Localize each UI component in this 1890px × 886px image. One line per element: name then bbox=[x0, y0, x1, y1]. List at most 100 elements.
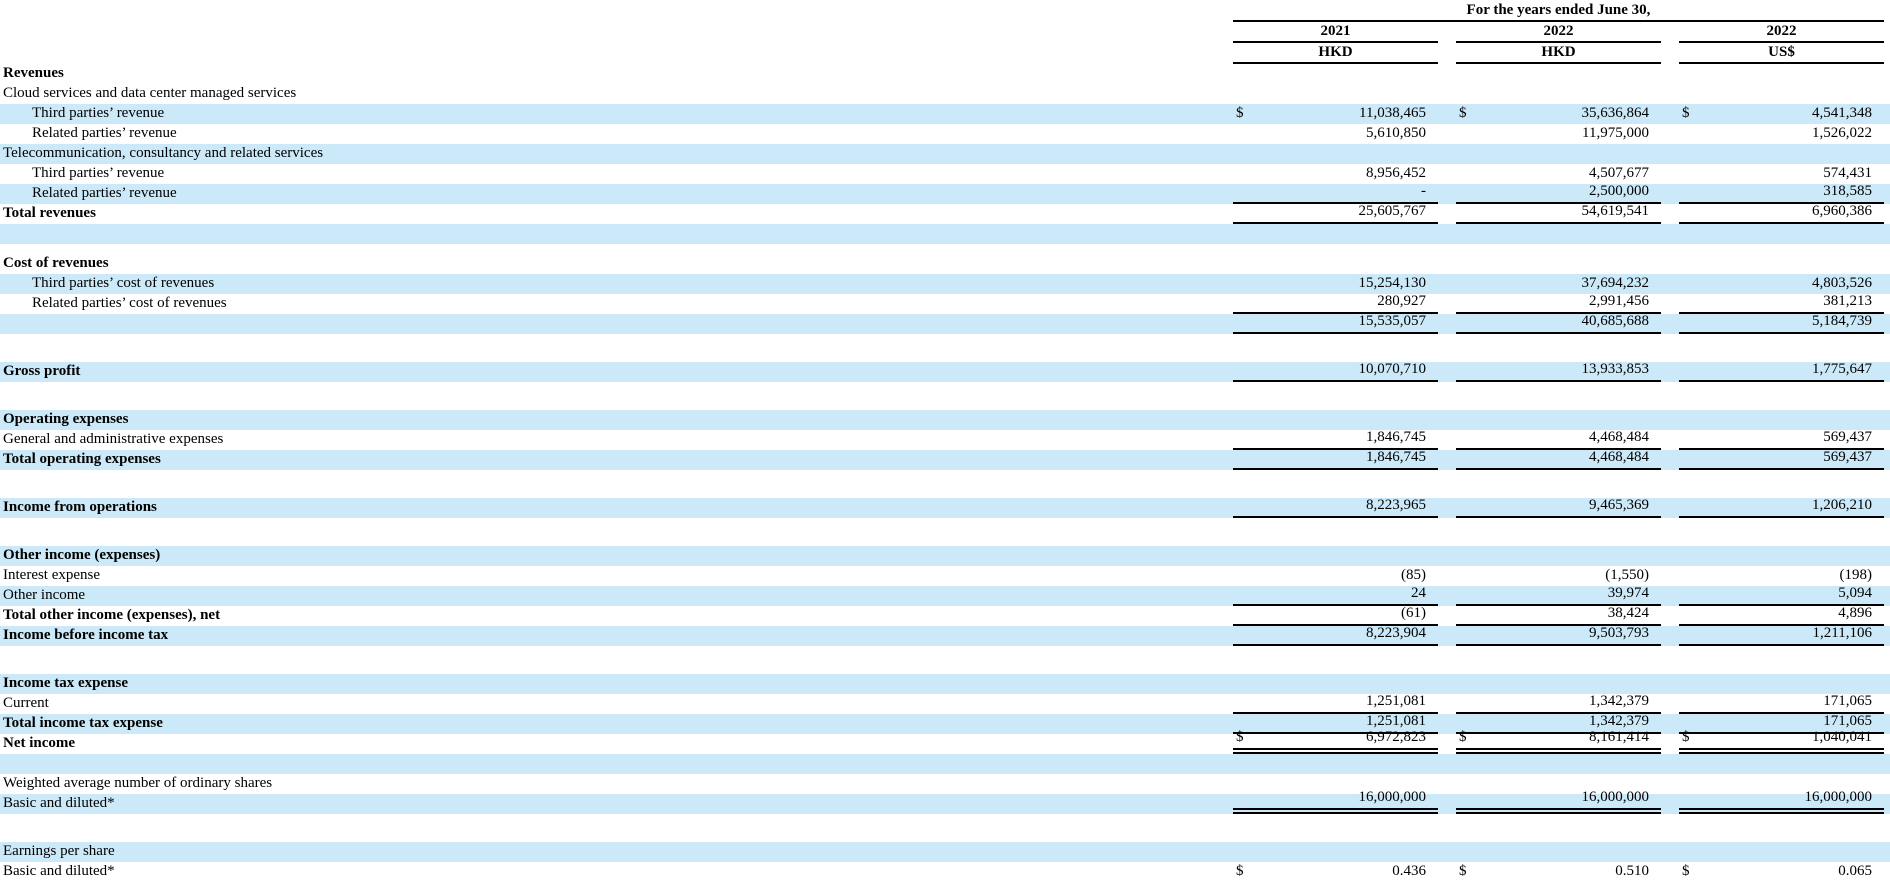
cell-value: (1,550) bbox=[1605, 567, 1649, 583]
dollar-sign bbox=[1456, 514, 1475, 516]
value-cell bbox=[1456, 224, 1661, 244]
dollar-sign bbox=[1679, 466, 1698, 468]
dollar-sign bbox=[1456, 642, 1475, 644]
row-label bbox=[0, 772, 1215, 774]
cell-value: 40,685,688 bbox=[1581, 313, 1650, 329]
value-cell bbox=[1679, 754, 1884, 774]
table-row: Basic and diluted* $0.436 $0.510 $0.065 bbox=[0, 862, 1890, 882]
dollar-sign: $ bbox=[1236, 863, 1244, 879]
dollar-sign bbox=[1679, 514, 1698, 516]
cell-value: (198) bbox=[1839, 567, 1873, 583]
value-cell: 5,184,739 bbox=[1679, 313, 1884, 334]
cell-value: 2,500,000 bbox=[1589, 183, 1649, 199]
dollar-sign bbox=[1679, 330, 1698, 332]
table-row: Cost of revenues bbox=[0, 254, 1890, 274]
row-label: Cost of revenues bbox=[3, 255, 109, 271]
cell-value: 54,619,541 bbox=[1581, 203, 1650, 219]
value-cell bbox=[1233, 410, 1438, 430]
value-cell: 8,956,452 bbox=[1233, 164, 1438, 184]
header-label-spacer bbox=[0, 62, 1215, 64]
value-cell bbox=[1456, 470, 1661, 498]
row-label: Related parties’ revenue bbox=[32, 185, 177, 201]
row-label: Income before income tax bbox=[3, 627, 169, 643]
table-row: Other income 24 39,974 5,094 bbox=[0, 585, 1890, 606]
header-currency-row: HKD HKD US$ bbox=[0, 43, 1890, 64]
row-label: Current bbox=[3, 695, 49, 711]
spacer-row bbox=[0, 814, 1890, 842]
header-span-row: For the years ended June 30, bbox=[0, 2, 1890, 22]
value-cell: 280,927 bbox=[1233, 293, 1438, 314]
value-cell: 24 bbox=[1233, 585, 1438, 606]
spacer-row bbox=[0, 754, 1890, 774]
dollar-sign bbox=[1456, 602, 1475, 604]
value-cell bbox=[1456, 646, 1661, 674]
table-row: Total other income (expenses), net (61) 38… bbox=[0, 605, 1890, 626]
value-cell: 15,535,057 bbox=[1233, 313, 1438, 334]
value-cell: (85) bbox=[1233, 566, 1438, 586]
cell-value: 5,094 bbox=[1838, 585, 1872, 601]
value-cell: - bbox=[1233, 183, 1438, 204]
value-cell: 1,526,022 bbox=[1679, 124, 1884, 144]
cell-value: 37,694,232 bbox=[1581, 275, 1650, 291]
dollar-sign bbox=[1679, 642, 1698, 644]
value-cell bbox=[1679, 410, 1884, 430]
header-label-spacer bbox=[0, 41, 1215, 43]
value-cell: $0.510 bbox=[1456, 862, 1661, 882]
cell-value: 25,605,767 bbox=[1358, 203, 1427, 219]
row-label: Total income tax expense bbox=[3, 715, 163, 731]
value-cell bbox=[1679, 84, 1884, 104]
cell-value: 15,535,057 bbox=[1358, 313, 1427, 329]
cell-value: 574,431 bbox=[1823, 165, 1872, 181]
cell-value: 171,065 bbox=[1823, 693, 1872, 709]
table-row: Third parties’ cost of revenues 15,254,13… bbox=[0, 274, 1890, 294]
value-cell bbox=[1233, 84, 1438, 104]
value-cell bbox=[1233, 546, 1438, 566]
dollar-sign bbox=[1679, 806, 1698, 808]
dollar-sign bbox=[1679, 378, 1698, 380]
table-row: Net income $6,972,823 $8,161,414 $1,040,041 bbox=[0, 729, 1890, 754]
value-cell: 39,974 bbox=[1456, 585, 1661, 606]
value-cell: 16,000,000 bbox=[1679, 789, 1884, 814]
value-cell bbox=[1679, 224, 1884, 244]
value-cell: 9,503,793 bbox=[1456, 625, 1661, 646]
cell-value: 1,206,210 bbox=[1812, 497, 1872, 513]
dollar-sign bbox=[1233, 330, 1252, 332]
value-cell: $11,038,465 bbox=[1233, 104, 1438, 124]
header-label-spacer bbox=[0, 20, 1215, 22]
dollar-sign bbox=[1456, 446, 1475, 448]
row-label: Operating expenses bbox=[3, 411, 129, 427]
table-row: Earnings per share bbox=[0, 842, 1890, 862]
value-cell: 4,468,484 bbox=[1456, 429, 1661, 450]
value-cell bbox=[1456, 410, 1661, 430]
value-cell: 2,991,456 bbox=[1456, 293, 1661, 314]
value-cell: 16,000,000 bbox=[1456, 789, 1661, 814]
dollar-sign: $ bbox=[1459, 729, 1467, 745]
row-label bbox=[0, 672, 1215, 674]
value-cell bbox=[1456, 518, 1661, 546]
table-row: Third parties’ revenue 8,956,452 4,507,677… bbox=[0, 164, 1890, 184]
value-cell: (198) bbox=[1679, 566, 1884, 586]
value-cell: 8,223,904 bbox=[1233, 625, 1438, 646]
value-cell: 5,610,850 bbox=[1233, 124, 1438, 144]
dollar-sign bbox=[1456, 310, 1475, 312]
value-cell bbox=[1456, 64, 1661, 84]
value-cell: 11,975,000 bbox=[1456, 124, 1661, 144]
cell-value: 16,000,000 bbox=[1804, 789, 1873, 805]
value-cell: 569,437 bbox=[1679, 449, 1884, 470]
row-label: Related parties’ cost of revenues bbox=[32, 295, 227, 311]
dollar-sign bbox=[1679, 310, 1698, 312]
cell-value: 8,956,452 bbox=[1366, 165, 1426, 181]
cell-value: 8,161,414 bbox=[1589, 729, 1649, 745]
value-cell bbox=[1233, 244, 1438, 254]
value-cell: 1,846,745 bbox=[1233, 429, 1438, 450]
value-cell: 25,605,767 bbox=[1233, 203, 1438, 224]
spacer-row bbox=[0, 518, 1890, 546]
value-cell: 5,094 bbox=[1679, 585, 1884, 606]
value-cell bbox=[1456, 244, 1661, 254]
dollar-sign: $ bbox=[1236, 729, 1244, 745]
row-label: Basic and diluted* bbox=[3, 863, 115, 879]
value-cell: 1,342,379 bbox=[1456, 713, 1661, 734]
dollar-sign bbox=[1233, 446, 1252, 448]
table-row: Related parties’ cost of revenues 280,927… bbox=[0, 293, 1890, 314]
